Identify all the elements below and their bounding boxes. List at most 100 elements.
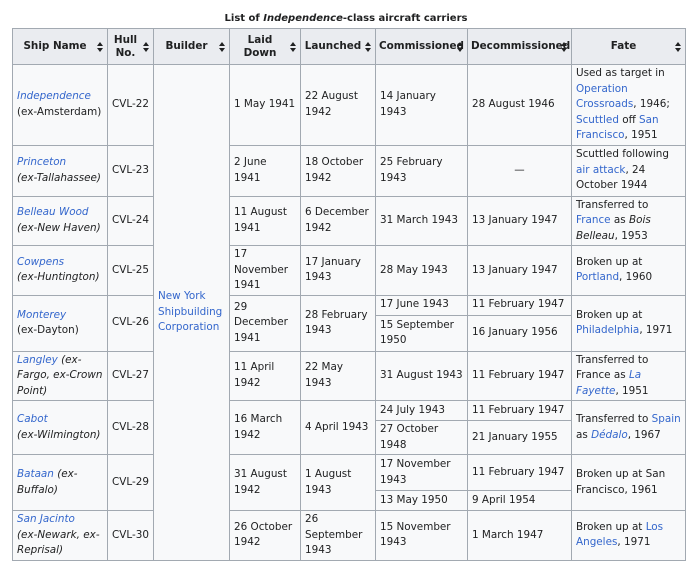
ship-name-cell: Langley (ex-Fargo, ex-Crown Point)	[12, 350, 108, 401]
carriers-table: Ship Name Hull No. Builder Laid Down Laun…	[12, 28, 686, 561]
ship-link[interactable]: Princeton	[17, 156, 67, 168]
laid-down-cell: 26 October 1942	[229, 510, 301, 561]
launched-cell: 6 December 1942	[300, 195, 376, 246]
decommissioned-cell: 9 April 1954	[467, 490, 572, 511]
sort-icon[interactable]	[290, 41, 297, 52]
fate-cell: Transferred to Spain as Dédalo, 1967	[571, 400, 686, 455]
table-row: Independence (ex-Amsterdam) CVL-22 New Yo…	[12, 64, 686, 561]
commissioned-cell: 27 October 1948	[375, 420, 468, 455]
ship-link[interactable]: San Jacinto	[17, 513, 75, 525]
sort-icon[interactable]	[143, 41, 150, 52]
launched-cell: 4 April 1943	[300, 400, 376, 455]
commissioned-cell: 25 February 1943	[375, 144, 468, 197]
launched-cell: 17 January 1943	[300, 245, 376, 296]
hull-cell: CVL-26	[107, 294, 154, 352]
fate-link[interactable]: Philadelphia	[576, 324, 640, 336]
commissioned-cell: 13 May 1950	[375, 490, 468, 511]
decommissioned-cell: 11 February 1947	[467, 350, 572, 401]
table-row: Bataan (ex-Buffalo) CVL-29 31 August 194…	[12, 454, 686, 511]
fate-cell: Broken up at Portland, 1960	[571, 245, 686, 296]
decommissioned-cell: —	[467, 144, 572, 197]
ship-link[interactable]: Bataan	[17, 468, 54, 480]
laid-down-cell: 2 June 1941	[229, 144, 301, 197]
col-header-laid-down[interactable]: Laid Down	[229, 28, 301, 65]
fate-link[interactable]: Spain	[651, 413, 681, 425]
sort-icon[interactable]	[675, 41, 682, 52]
decommissioned-cell: 16 January 1956	[467, 314, 572, 352]
sort-icon[interactable]	[219, 41, 226, 52]
col-header-ship-name[interactable]: Ship Name	[12, 28, 108, 65]
commissioned-cell: 15 November 1943	[375, 510, 468, 561]
laid-down-cell: 11 August 1941	[229, 195, 301, 246]
col-header-builder[interactable]: Builder	[153, 28, 230, 65]
commissioned-cell: 24 July 1943	[375, 400, 468, 421]
sort-icon[interactable]	[97, 41, 104, 52]
fate-link[interactable]: air attack	[576, 163, 626, 176]
launched-cell: 28 February 1943	[300, 294, 376, 352]
launched-cell: 22 May 1943	[300, 350, 376, 401]
hull-cell: CVL-28	[107, 400, 154, 455]
launched-cell: 18 October 1942	[300, 144, 376, 197]
laid-down-cell: 17 November 1941	[229, 245, 301, 296]
col-header-launched[interactable]: Launched	[300, 28, 376, 65]
launched-cell: 22 August 1942	[300, 64, 376, 146]
ship-link[interactable]: Cabot	[17, 413, 48, 425]
ship-link[interactable]: Belleau Wood	[17, 206, 89, 219]
header-row: Ship Name Hull No. Builder Laid Down Laun…	[12, 28, 686, 65]
fate-cell: Broken up at San Francisco, 1961	[571, 454, 686, 511]
fate-link[interactable]: Scuttled	[576, 113, 619, 126]
ship-link[interactable]: Monterey	[17, 308, 67, 321]
ship-link[interactable]: Cowpens	[17, 255, 65, 268]
fate-link[interactable]: France	[576, 214, 611, 226]
decommissioned-cell: 11 February 1947	[467, 454, 572, 491]
table-row: Princeton (ex-Tallahassee) CVL-23 2 June …	[12, 144, 686, 197]
sort-icon[interactable]	[457, 41, 464, 52]
decommissioned-cell: 28 August 1946	[467, 64, 572, 146]
col-header-decommissioned[interactable]: Decommissioned	[467, 28, 572, 65]
col-header-hull-no[interactable]: Hull No.	[107, 28, 154, 65]
decommissioned-cell: 13 January 1947	[467, 195, 572, 246]
builder-link[interactable]: New York Shipbuilding Corporation	[158, 290, 223, 333]
commissioned-cell: 14 January 1943	[375, 64, 468, 146]
commissioned-cell: 28 May 1943	[375, 245, 468, 296]
decommissioned-cell: 11 February 1947	[467, 294, 572, 316]
fate-link[interactable]: Dédalo	[591, 428, 628, 441]
table-row: Cabot (ex-Wilmington) CVL-28 16 March 194…	[12, 400, 686, 455]
ship-link[interactable]: Langley	[17, 353, 58, 366]
laid-down-cell: 11 April 1942	[229, 350, 301, 401]
commissioned-cell: 31 August 1943	[375, 350, 468, 401]
table-row: San Jacinto (ex-Newark, ex-Reprisal) CVL-…	[12, 510, 686, 561]
fate-cell: Broken up at Los Angeles, 1971	[571, 510, 686, 561]
launched-cell: 26 September 1943	[300, 510, 376, 561]
fate-link[interactable]: La Fayette	[576, 369, 642, 397]
ship-link[interactable]: Independence	[17, 90, 91, 103]
sort-icon[interactable]	[365, 41, 372, 52]
ship-name-cell: Belleau Wood (ex-New Haven)	[12, 195, 108, 246]
decommissioned-cell: 1 March 1947	[467, 510, 572, 561]
table-row: Monterey (ex-Dayton) CVL-26 29 December 1…	[12, 294, 686, 352]
ship-name-cell: Bataan (ex-Buffalo)	[12, 454, 108, 511]
decommissioned-cell: 13 January 1947	[467, 245, 572, 296]
table-row: Cowpens (ex-Huntington) CVL-25 17 Novembe…	[12, 245, 686, 296]
commissioned-cell: 17 November 1943	[375, 454, 468, 491]
commissioned-cell: 31 March 1943	[375, 195, 468, 246]
commissioned-cell: 17 June 1943	[375, 294, 468, 316]
laid-down-cell: 29 December 1941	[229, 294, 301, 352]
sort-icon[interactable]	[561, 41, 568, 52]
hull-cell: CVL-27	[107, 350, 154, 401]
launched-cell: 1 August 1943	[300, 454, 376, 511]
col-header-commissioned[interactable]: Commissioned	[375, 28, 468, 65]
hull-cell: CVL-22	[107, 64, 154, 146]
table-row: Langley (ex-Fargo, ex-Crown Point) CVL-2…	[12, 350, 686, 401]
fate-link[interactable]: San Francisco	[576, 113, 659, 142]
col-header-fate[interactable]: Fate	[571, 28, 686, 65]
fate-link[interactable]: Operation Crossroads	[576, 82, 634, 111]
fate-cell: Scuttled following air attack, 24 Octobe…	[571, 144, 686, 197]
laid-down-cell: 31 August 1942	[229, 454, 301, 511]
ship-name-cell: San Jacinto (ex-Newark, ex-Reprisal)	[12, 510, 108, 561]
hull-cell: CVL-24	[107, 195, 154, 246]
fate-link[interactable]: Portland	[576, 271, 620, 284]
commissioned-cell: 15 September 1950	[375, 314, 468, 352]
decommissioned-cell: 21 January 1955	[467, 420, 572, 455]
table-caption: List of Independence-class aircraft carr…	[224, 13, 468, 24]
